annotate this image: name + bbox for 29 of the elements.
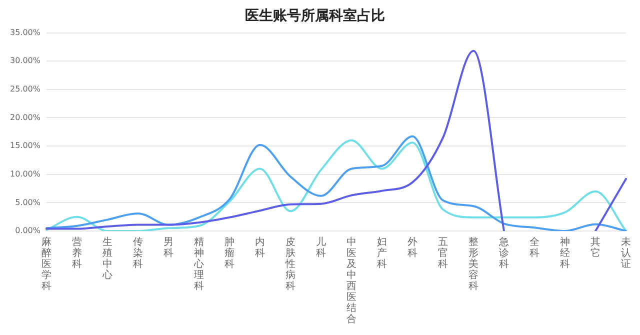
x-tick-label: 生殖中心 (102, 236, 113, 282)
y-tick-label: 35.00% (10, 28, 41, 37)
x-tick-label: 其它 (590, 236, 600, 260)
x-tick-label: 全科 (530, 236, 540, 260)
chart-title: 医生账号所属科室占比 (245, 7, 385, 24)
y-tick-label: 5.00% (15, 198, 41, 207)
y-tick-label: 30.00% (10, 56, 41, 66)
y-tick-label: 15.00% (10, 141, 41, 150)
y-tick-label: 20.00% (10, 112, 41, 122)
x-tick-label: 妇产科 (377, 237, 387, 270)
x-tick-label: 中医及中西医结合 (346, 236, 356, 326)
x-tick-label: 神经科 (560, 236, 570, 270)
x-tick-label: 精神心理科 (193, 236, 204, 292)
x-tick-label: 内科 (255, 236, 265, 260)
x-tick-label: 肿瘤科 (224, 236, 235, 270)
x-tick-label: 传染科 (133, 237, 144, 270)
y-tick-label: 10.00% (10, 169, 41, 178)
x-tick-label: 营养科 (72, 236, 82, 270)
x-tick-label: 五官科 (438, 237, 448, 270)
x-tick-label: 未认证 (621, 236, 631, 270)
y-tick-label: 25.00% (10, 84, 41, 94)
x-tick-label: 急诊科 (498, 236, 509, 270)
x-tick-label: 整形美容科 (468, 236, 478, 292)
x-tick-label: 皮肤性病科 (284, 236, 296, 292)
y-tick-label: 0.00% (15, 226, 41, 236)
x-tick-label: 外科 (408, 237, 418, 260)
x-tick-label: 儿科 (316, 236, 326, 260)
x-tick-label: 男科 (164, 237, 174, 260)
x-tick-label: 麻醉医学科 (42, 236, 52, 292)
